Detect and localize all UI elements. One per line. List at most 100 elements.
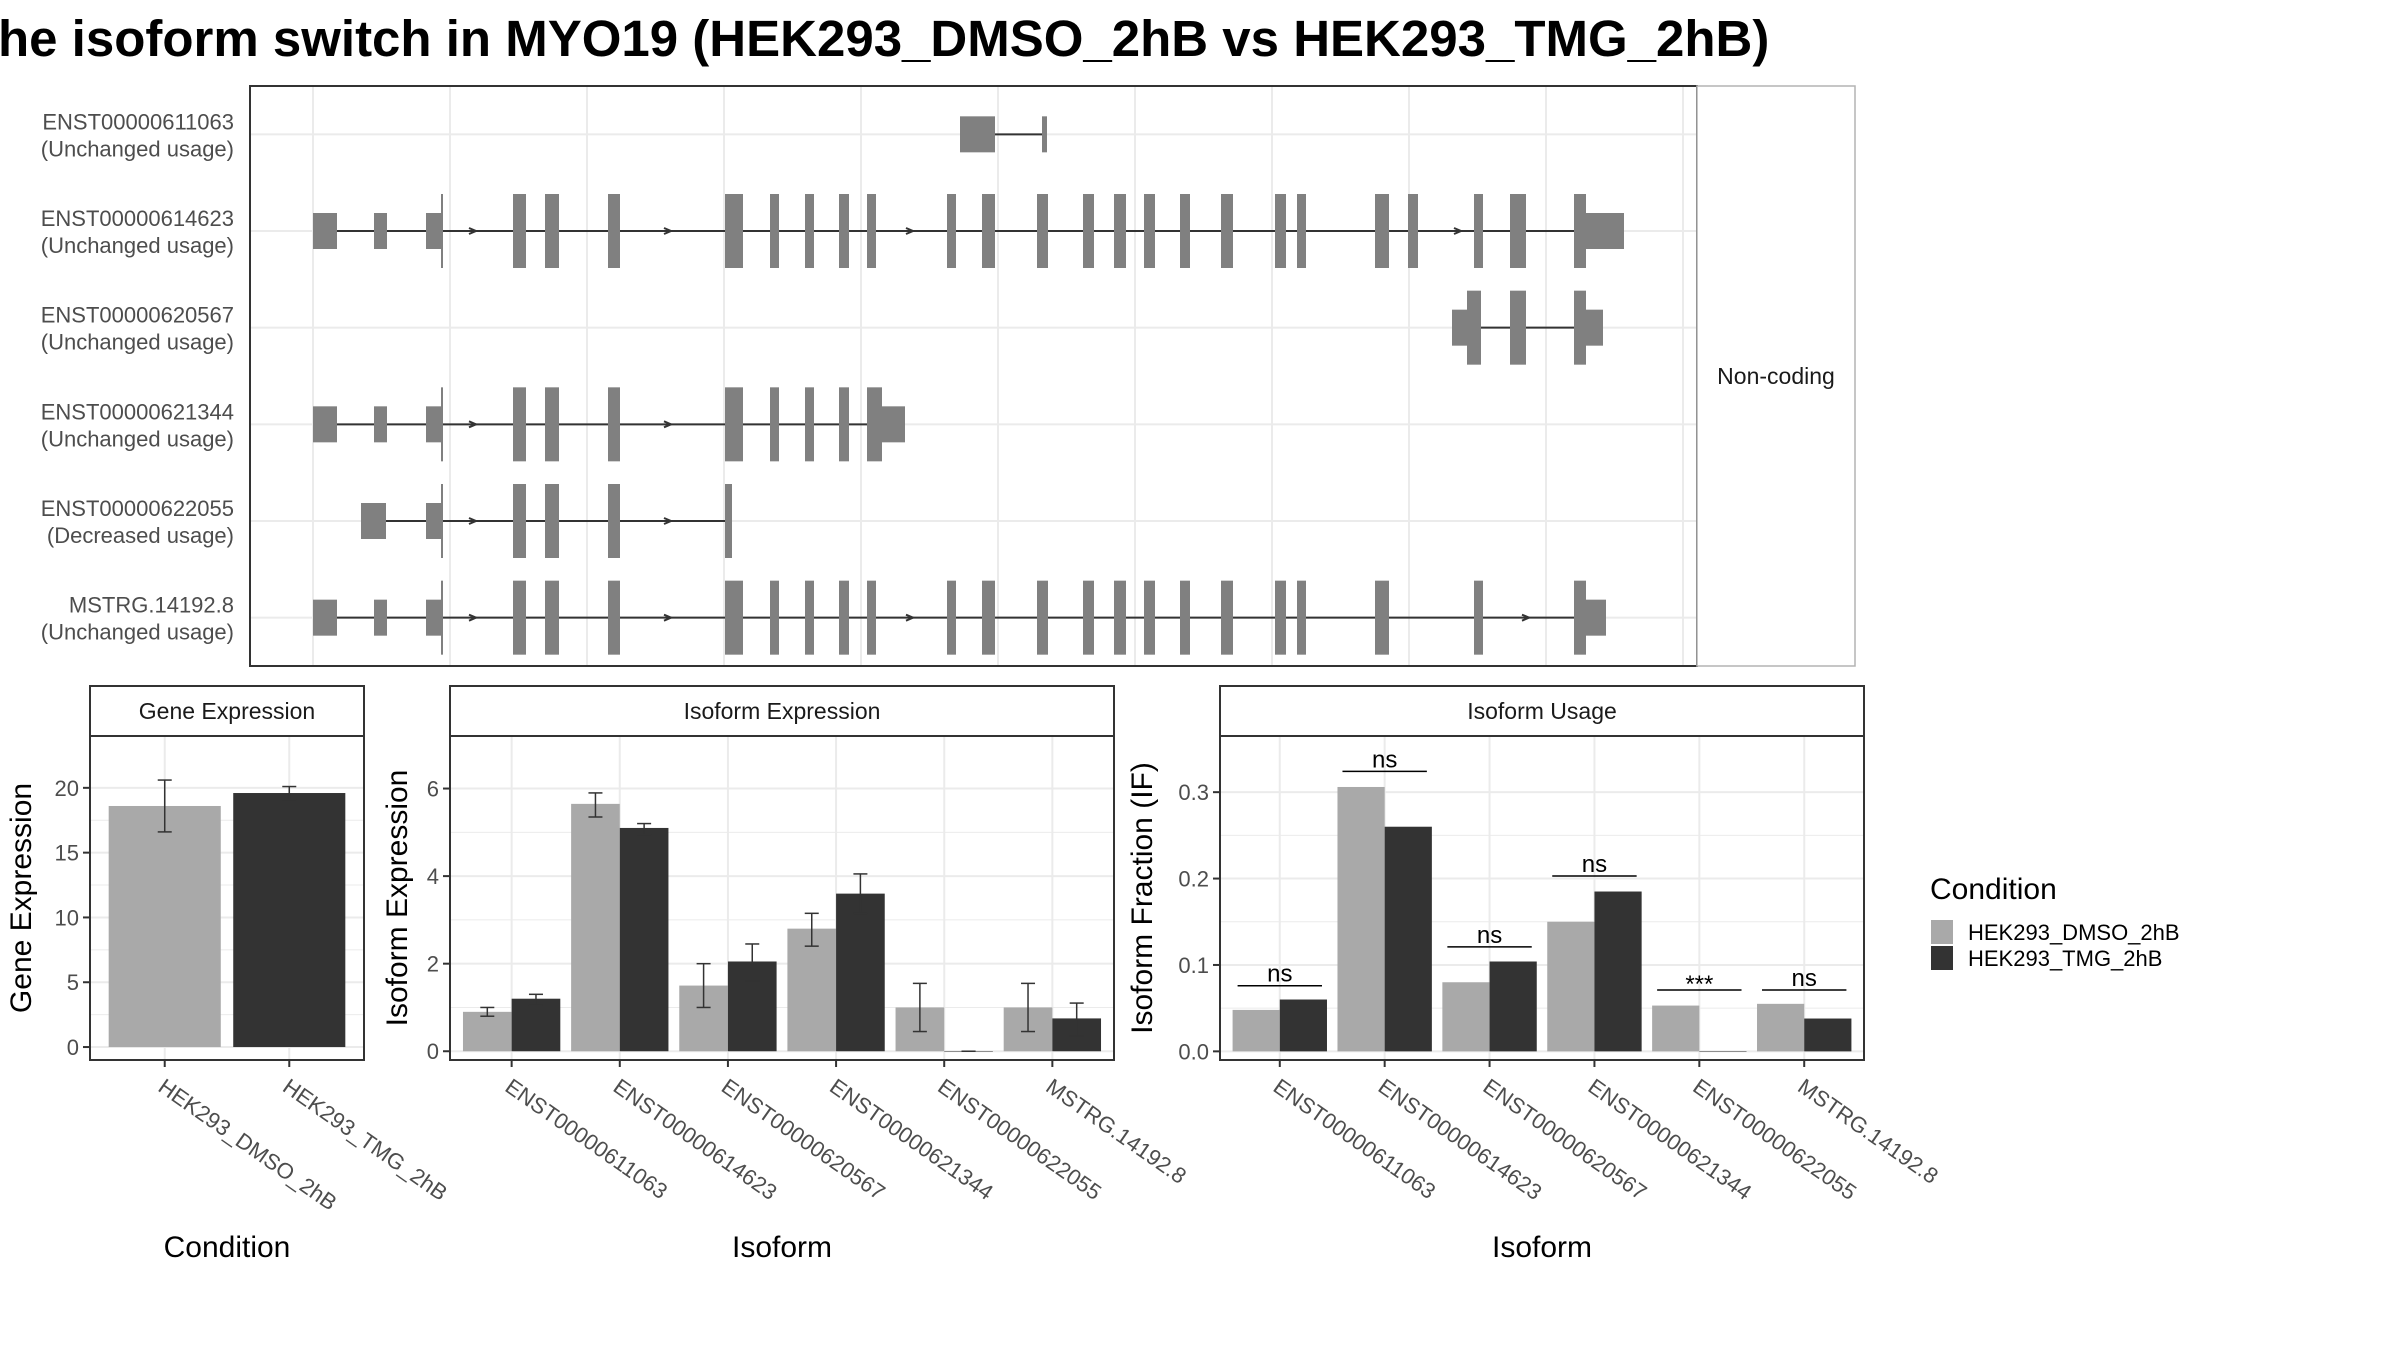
transcript-structure-panel: ENST00000611063(Unchanged usage)ENST0000… (41, 85, 1856, 667)
bar (1489, 961, 1537, 1052)
coding-exon (545, 387, 559, 462)
transcript-id-label: ENST00000611063 (42, 109, 234, 134)
y-axis-title: Gene Expression (5, 783, 38, 1013)
coding-exon (1144, 580, 1155, 655)
significance-label: ns (1582, 851, 1607, 878)
bar (836, 893, 885, 1052)
coding-exon (1144, 194, 1155, 268)
coding-exon (1037, 580, 1048, 655)
bar (619, 827, 669, 1052)
significance-label: ns (1267, 961, 1292, 988)
bar (1547, 921, 1595, 1052)
transcript-id-label: ENST00000614623 (41, 206, 234, 231)
coding-exon (1221, 194, 1233, 268)
utr-exon (426, 599, 441, 636)
y-tick-label: 0 (67, 1035, 79, 1060)
coding-exon (839, 387, 849, 462)
transcript-id-label: MSTRG.14192.8 (69, 593, 234, 618)
strip-label: Isoform Expression (684, 698, 881, 724)
x-axis-title: Isoform (732, 1231, 832, 1264)
utr-exon (1586, 309, 1603, 346)
bar (511, 998, 561, 1052)
utr-exon (1586, 213, 1624, 249)
coding-exon (1297, 194, 1306, 268)
strand-arrow (663, 227, 674, 235)
coding-exon (839, 194, 849, 268)
bar (1232, 1009, 1280, 1052)
y-tick-label: 15 (55, 841, 79, 866)
significance-label: *** (1685, 971, 1713, 998)
strand-arrow (468, 227, 479, 235)
strand-arrow (468, 613, 479, 622)
bar (787, 928, 837, 1052)
coding-exon (1114, 580, 1126, 655)
bar (1442, 982, 1490, 1052)
y-tick-label: 0.2 (1178, 867, 1209, 892)
utr-exon (374, 213, 387, 249)
utr-exon (960, 116, 995, 153)
bar (1279, 999, 1327, 1052)
coding-exon (513, 484, 526, 558)
coding-exon (1275, 194, 1286, 268)
coding-exon (1297, 580, 1306, 655)
bar (1337, 786, 1385, 1052)
utr-exon (313, 213, 337, 249)
bar (233, 793, 346, 1048)
transcript-id-label: ENST00000620567 (41, 303, 234, 328)
utr-exon (1452, 309, 1467, 346)
coding-exon (1037, 194, 1048, 268)
utr-exon (374, 406, 387, 443)
coding-exon (839, 580, 849, 655)
coding-exon (770, 580, 779, 655)
isoform-expression-panel: Isoform Expression0246ENST00000611063ENS… (381, 685, 1191, 1264)
y-tick-label: 0.3 (1178, 780, 1209, 805)
coding-exon (1574, 580, 1586, 655)
utr-exon (361, 503, 386, 539)
y-axis-title: Isoform Fraction (IF) (1126, 762, 1159, 1034)
panel-border (1219, 735, 1865, 1061)
strand-arrow (468, 517, 479, 525)
transcript-usage-label: (Unchanged usage) (41, 233, 234, 258)
transcript-usage-label: (Unchanged usage) (41, 136, 234, 161)
coding-exon (441, 580, 443, 655)
coding-exon (1275, 580, 1286, 655)
coding-exon (725, 387, 743, 462)
y-tick-label: 10 (55, 905, 79, 930)
bar (108, 805, 221, 1048)
coding-exon (1083, 580, 1094, 655)
strand-arrow (905, 227, 916, 235)
coding-exon (1180, 194, 1190, 268)
significance-label: ns (1372, 746, 1397, 773)
coding-exon (770, 387, 779, 462)
utr-exon (1586, 599, 1606, 636)
utr-exon (426, 503, 441, 539)
strand-arrow (468, 420, 479, 429)
strand-arrow (1521, 613, 1532, 622)
coding-exon (513, 194, 526, 268)
bar (1804, 1018, 1852, 1052)
coding-exon (725, 580, 743, 655)
transcript-usage-label: (Unchanged usage) (41, 330, 234, 355)
coding-exon (982, 580, 995, 655)
coding-exon (1114, 194, 1126, 268)
coding-exon (867, 580, 876, 655)
bar (1699, 1051, 1747, 1052)
figure-title: he isoform switch in MYO19 (HEK293_DMSO_… (0, 10, 1769, 67)
coding-exon (545, 194, 559, 268)
coding-exon (867, 194, 876, 268)
facet-strip (1696, 85, 1856, 667)
y-tick-label: 6 (427, 777, 439, 802)
y-tick-label: 2 (427, 952, 439, 977)
strand-arrow (663, 420, 674, 429)
coding-exon (608, 580, 620, 655)
coding-exon (1574, 290, 1586, 365)
facet-strip (1219, 685, 1865, 737)
coding-exon (770, 194, 779, 268)
y-tick-label: 5 (67, 970, 79, 995)
coding-exon (1474, 194, 1483, 268)
y-tick-label: 0.1 (1178, 953, 1209, 978)
strip-label-non-coding: Non-coding (1717, 363, 1835, 389)
coding-exon (441, 387, 443, 462)
strand-arrow (905, 613, 916, 622)
